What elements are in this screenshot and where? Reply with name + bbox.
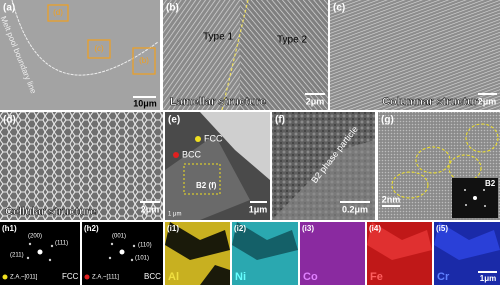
element-label: Al	[168, 271, 179, 283]
panel-e: (e) FCC BCC B2 (f) 1 μm 1μm	[165, 112, 270, 220]
caption: Lamellar structure	[170, 96, 266, 108]
annotation: (111)	[55, 241, 68, 247]
scale-bar: 2μm	[306, 96, 325, 106]
panel-label: (c)	[333, 3, 345, 14]
panel-d: (d) Cellular structure 2μm	[0, 112, 163, 220]
panel-label: (d)	[3, 115, 16, 126]
annotation: Type 1	[203, 32, 233, 43]
annotation: B2	[485, 179, 496, 188]
annotation: (b)	[139, 56, 149, 65]
panel-label: (a)	[3, 3, 15, 14]
annotation: FCC	[62, 272, 79, 281]
panel-label: (i5)	[436, 224, 448, 233]
panel-a: (a) Melt pool boundary line (d) (c) (b) …	[0, 0, 160, 110]
annotation: (d)	[53, 8, 63, 17]
panel-g: (g) B2 2nm	[378, 112, 500, 220]
element-label: Co	[303, 271, 318, 283]
element-label: Fe	[370, 271, 383, 283]
annotation: Z.A.~[011]	[10, 275, 38, 281]
panel-i1: (i1) Al	[165, 222, 230, 285]
caption: Cellular structure	[5, 206, 96, 218]
caption: Columnar structure	[382, 96, 484, 108]
annotation: Z.A.~[111]	[92, 275, 119, 281]
panel-label: (i4)	[369, 224, 381, 233]
panel-i5: (i5) Cr 1μm	[434, 222, 500, 285]
annotation: (101)	[135, 256, 149, 262]
panel-h1: (h1) (200) (111) (211) Z.A.~[011] FCC	[0, 222, 80, 285]
panel-label: (b)	[166, 3, 179, 14]
panel-i3: (i3) Co	[300, 222, 365, 285]
panel-c: (c) Columnar structure 2μm	[330, 0, 500, 110]
panel-i4: (i4) Fe	[367, 222, 432, 285]
panel-b: (b) Type 1 Type 2 Lamellar structure 2μm	[163, 0, 328, 111]
panel-label: (i2)	[234, 224, 246, 233]
annotation: (110)	[138, 243, 152, 249]
annotation: B2 (f)	[196, 181, 217, 190]
annotation: Type 2	[277, 35, 307, 46]
annotation: (001)	[112, 234, 126, 240]
scale-bar: 2nm	[382, 194, 401, 204]
panel-label: (i3)	[302, 224, 314, 233]
panel-h2: (h2) (001) (110) (101) Z.A.~[111] BCC	[82, 222, 163, 285]
annotation: (c)	[94, 44, 104, 53]
scale-bar: 2μm	[478, 96, 497, 106]
scale-bar: 10μm	[133, 98, 157, 108]
annotation: BCC	[182, 149, 202, 159]
element-label: Cr	[437, 271, 450, 283]
annotation: (200)	[28, 234, 42, 240]
annotation: FCC	[204, 133, 223, 143]
panel-label: (e)	[168, 115, 180, 126]
scale-bar: 1μm	[480, 274, 496, 283]
annotation: (211)	[10, 253, 24, 259]
scale-bar: 0.2μm	[342, 204, 368, 214]
panel-label: (h2)	[84, 224, 99, 233]
panel-label: (i1)	[167, 224, 179, 233]
panel-label: (g)	[381, 115, 394, 126]
annotation: 1 μm	[168, 212, 181, 218]
annotation: BCC	[144, 272, 161, 281]
element-label: Ni	[235, 271, 246, 283]
panel-label: (f)	[275, 115, 285, 126]
scale-bar: 2μm	[141, 204, 160, 214]
panel-f: (f) B2 phase particle 0.2μm	[272, 112, 375, 220]
panel-label: (h1)	[2, 224, 17, 233]
panel-i2: (i2) Ni	[232, 222, 298, 285]
scale-bar: 1μm	[249, 204, 268, 214]
